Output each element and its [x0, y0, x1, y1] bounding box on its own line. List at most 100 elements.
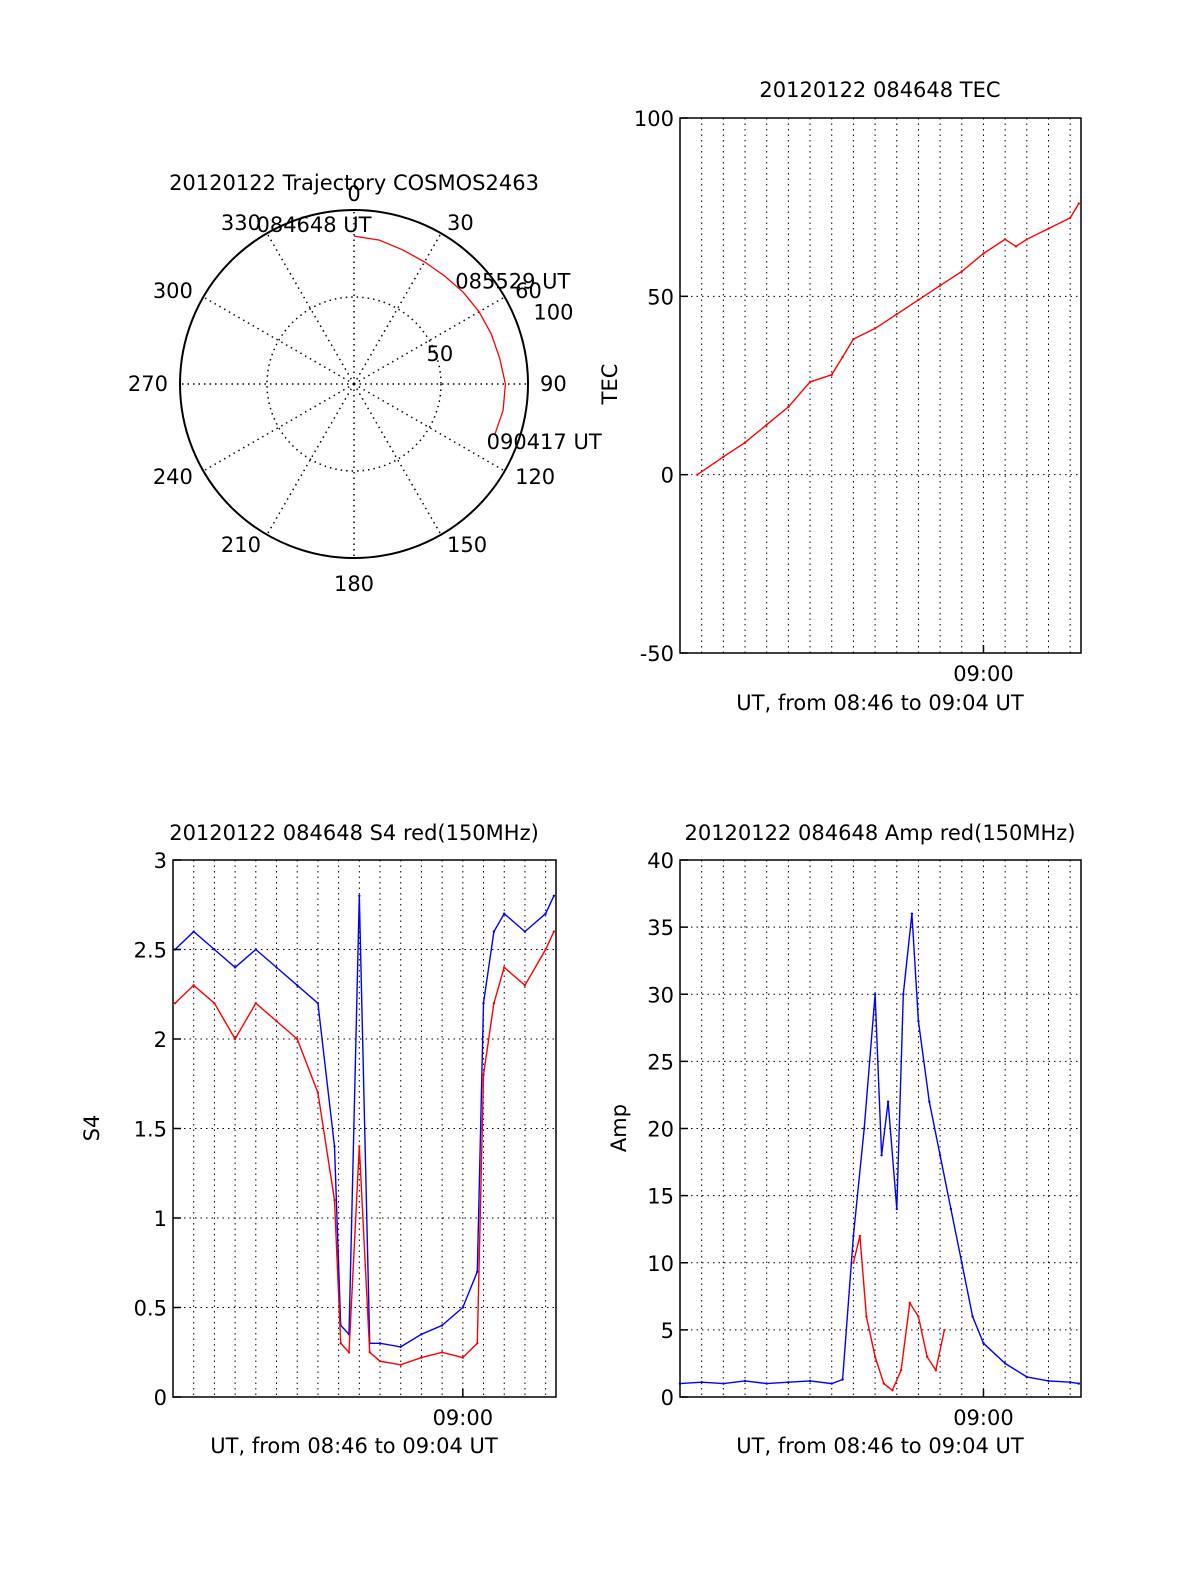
trajectory-line — [353, 235, 507, 436]
s4-data-point — [461, 1356, 464, 1359]
tec-data-point — [1014, 245, 1018, 248]
tec-series-line — [696, 203, 1080, 476]
amp-data-point — [852, 1261, 855, 1265]
s4-data-point — [275, 966, 278, 969]
tec-data-point — [743, 441, 747, 444]
ring-label: 50 — [426, 342, 453, 366]
tec-title: 20120122 084648 TEC — [759, 78, 1000, 102]
y-tick-label: 20 — [647, 1118, 674, 1142]
tec-data-point — [982, 252, 985, 255]
amp-data-point — [971, 1315, 974, 1318]
amp-data-point — [882, 1382, 885, 1385]
s4-data-point — [420, 1333, 423, 1336]
s4-series-line — [174, 895, 555, 1348]
tec-x-ticks: 09:00 — [953, 645, 1014, 686]
tec-panel: 20120122 084648 TEC -50 0 50 100 09:00 UT, … — [634, 78, 1082, 715]
s4-data-point — [476, 1270, 479, 1273]
tec-x-axis-label: UT, from 08:46 to 09:04 UT — [736, 691, 1024, 715]
azimuth-label: 300 — [153, 279, 193, 303]
tec-data-point — [895, 313, 898, 316]
y-tick-label: 1 — [154, 1207, 167, 1231]
s4-data-point — [358, 1145, 361, 1148]
s4-data-point — [233, 1037, 237, 1041]
tec-data-point — [1025, 238, 1029, 241]
azimuth-label: 270 — [128, 372, 168, 396]
amp-data-point — [1003, 1362, 1007, 1365]
amp-data-point — [858, 1234, 862, 1238]
tec-data-point — [787, 405, 790, 409]
amp-data-point — [743, 1379, 747, 1383]
y-tick-label: 15 — [647, 1185, 674, 1209]
y-tick-label: 0 — [661, 464, 674, 488]
amp-title: 20120122 084648 Amp red(150MHz) — [684, 821, 1075, 845]
tec-data-point — [917, 298, 920, 302]
amp-data-point — [902, 993, 905, 996]
trajectory-side-label: TEC — [598, 364, 622, 406]
s4-data-point — [339, 1342, 342, 1345]
s4-data-point — [440, 1324, 444, 1327]
amp-data-point — [886, 1100, 890, 1103]
y-tick-label: 1.5 — [134, 1118, 167, 1142]
trajectory-title: 20120122 Trajectory COSMOS2463 — [169, 171, 539, 195]
amp-data-point — [700, 1381, 703, 1384]
s4-data-point — [476, 1342, 479, 1345]
amp-data-point — [722, 1382, 725, 1385]
y-tick-label: 0 — [661, 1386, 674, 1410]
trajectory-annotations: 084648 UT 085529 UT 090417 UT — [256, 213, 601, 454]
x-tick-label: 09:00 — [433, 1406, 494, 1430]
s4-data-point — [378, 1342, 382, 1345]
spoke-gridline — [353, 383, 506, 472]
amp-data-point — [895, 1207, 898, 1211]
s4-data-point — [482, 1002, 485, 1005]
s4-data-point — [213, 1002, 216, 1005]
tec-data-point — [830, 373, 833, 376]
azimuth-label: 120 — [515, 465, 555, 489]
y-tick-label: 2.5 — [134, 939, 167, 963]
amp-data-point — [852, 1234, 855, 1238]
amp-data-point — [1025, 1375, 1029, 1379]
azimuth-label: 150 — [447, 533, 487, 557]
s4-data-point — [275, 1019, 278, 1023]
amp-data-point — [917, 1315, 920, 1318]
amp-data-point — [787, 1381, 790, 1384]
amp-x-ticks: 09:00 — [953, 1389, 1014, 1430]
s4-y-ticks: 0 0.5 1 1.5 2 2.5 3 — [134, 849, 181, 1410]
s4-data-point — [368, 1351, 371, 1354]
azimuth-label: 180 — [334, 572, 374, 596]
amp-data-point — [949, 1207, 953, 1211]
amp-data-point — [865, 1315, 868, 1318]
trajectory-time-label: 090417 UT — [487, 430, 602, 454]
amp-data-point — [960, 1261, 963, 1265]
amp-data-point — [873, 993, 877, 996]
amp-data-point — [765, 1382, 768, 1385]
amp-series-line — [679, 913, 1079, 1385]
tec-plot-frame — [679, 117, 1082, 654]
y-tick-label: 35 — [647, 916, 674, 940]
trajectory-time-label: 084648 UT — [256, 213, 371, 237]
trajectory-panel: 20120122 Trajectory COSMOS2463 0 30 60 90 12… — [128, 171, 622, 596]
amp-data-point — [880, 1154, 883, 1157]
y-tick-label: 25 — [647, 1050, 674, 1074]
y-tick-label: 0.5 — [134, 1297, 167, 1321]
s4-data-point — [420, 1356, 423, 1359]
s4-data-point — [192, 930, 195, 933]
tec-data-point — [1047, 227, 1050, 230]
amp-x-axis-label: UT, from 08:46 to 09:04 UT — [736, 1434, 1024, 1458]
tec-data-point — [765, 423, 768, 426]
amp-data-point — [891, 1389, 894, 1392]
amp-data-point — [943, 1328, 946, 1332]
amp-grid — [680, 860, 1081, 1397]
amp-data-point — [1047, 1379, 1050, 1383]
s4-data-point — [296, 1037, 299, 1041]
s4-title: 20120122 084648 S4 red(150MHz) — [169, 821, 539, 845]
s4-data-point — [173, 1002, 177, 1005]
s4-data-point — [316, 1002, 320, 1005]
amp-data-point — [908, 1301, 911, 1305]
s4-y-axis-label: S4 — [80, 1115, 104, 1142]
s4-data-point — [440, 1351, 444, 1354]
azimuth-labels: 0 30 60 90 120 150 180 210 240 270 300 330 — [128, 182, 567, 596]
y-tick-label: 5 — [661, 1319, 674, 1343]
spoke-gridline — [353, 296, 506, 385]
azimuth-label: 240 — [153, 465, 193, 489]
